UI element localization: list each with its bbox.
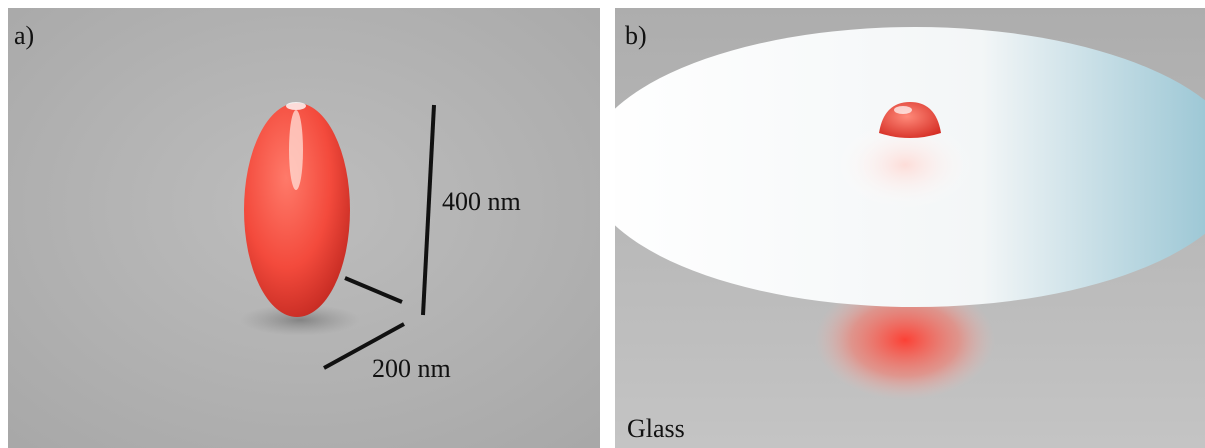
panel-a: a) 400 nm 200 nm (8, 8, 600, 448)
scale-label: 400 nm (442, 187, 521, 216)
highlight (289, 110, 303, 190)
panel-b: b) Glass (585, 8, 1205, 448)
highlight (286, 102, 306, 110)
figure: a) 400 nm 200 nm b) Glass (0, 0, 1205, 448)
page: {"panels": [ {"label": "a)", "annotation… (0, 0, 1205, 448)
scale-label: 200 nm (372, 354, 451, 383)
material-label: Glass (627, 414, 685, 443)
highlight (894, 106, 912, 114)
panel-label: b) (625, 21, 647, 50)
panel-label: a) (14, 21, 34, 50)
